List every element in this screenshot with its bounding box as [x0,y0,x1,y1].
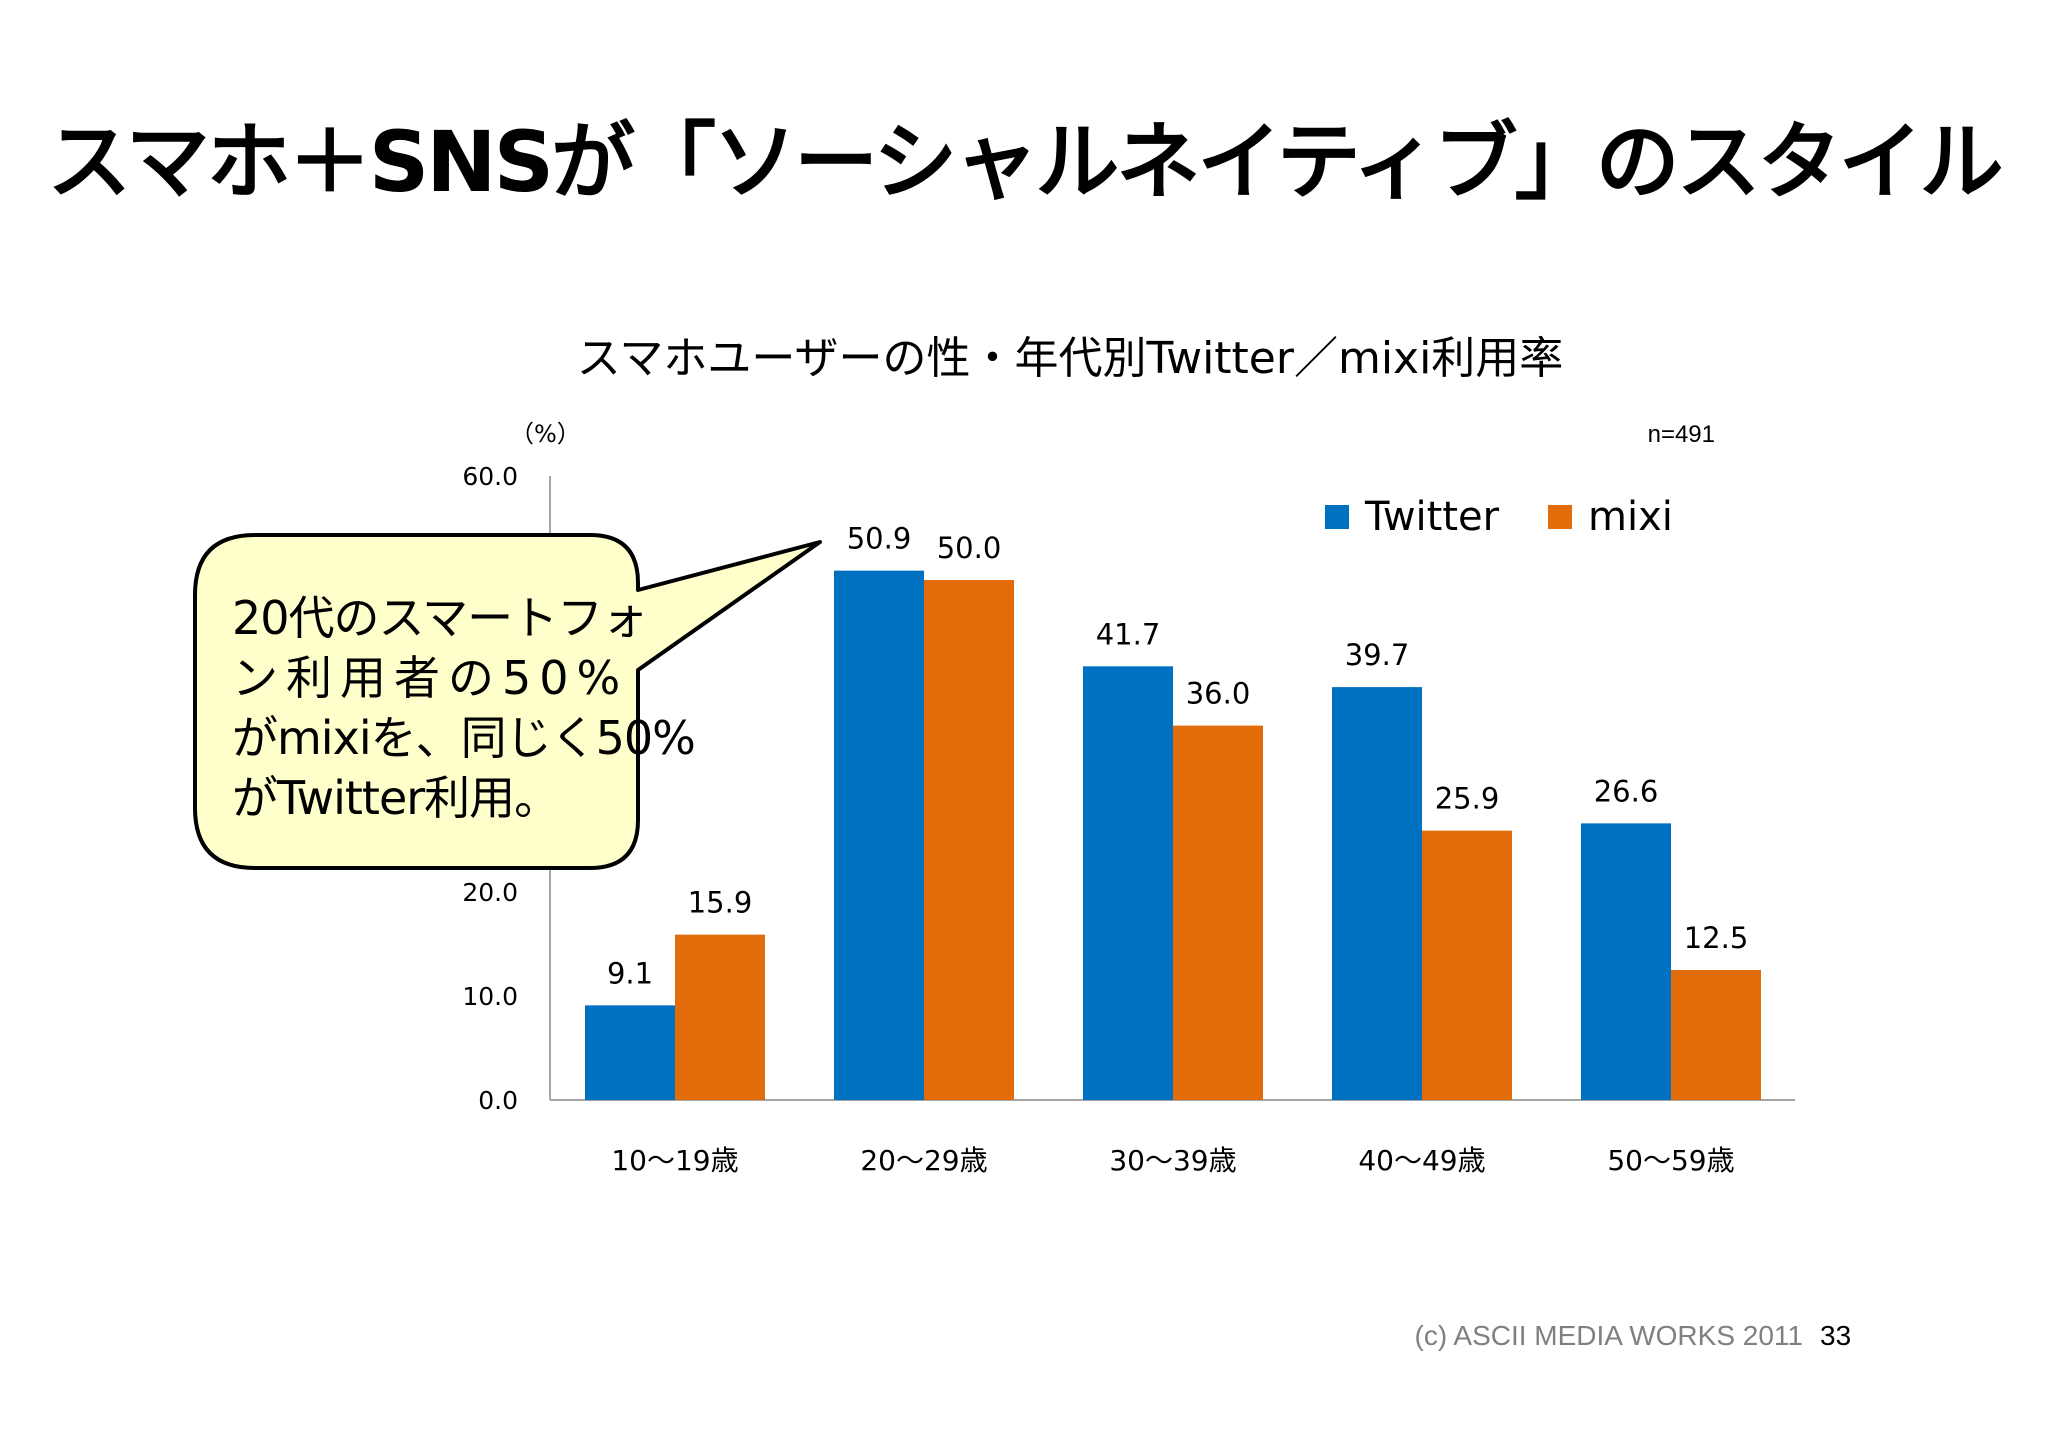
data-label: 36.0 [1186,677,1251,711]
data-label: 25.9 [1435,782,1500,816]
callout-text: 20代のスマートフォ ン利用者の50% がmixiを、同じく50% がTwitt… [232,588,696,828]
data-label: 39.7 [1345,638,1410,672]
callout-shape [193,533,822,870]
bar-twitter [1581,823,1671,1100]
x-tick-label: 20〜29歳 [860,1144,987,1177]
bar-mixi [1671,970,1761,1100]
bar-twitter [585,1005,675,1100]
y-tick-label: 10.0 [462,982,518,1011]
sample-size: n=491 [1648,421,1715,448]
legend-label: mixi [1588,494,1673,540]
chart-title: スマホユーザーの性・年代別Twitter／mixi利用率 [576,333,1564,384]
bar-mixi [924,580,1014,1100]
data-label: 50.9 [847,522,912,556]
data-label: 15.9 [688,886,753,920]
data-label: 50.0 [937,531,1002,565]
page-number: 33 [1820,1320,1852,1351]
x-tick-label: 30〜39歳 [1109,1144,1236,1177]
callout-line: ン利用者の50% [232,651,629,705]
bar-mixi [675,934,765,1100]
data-label: 12.5 [1684,921,1749,955]
x-tick-label: 50〜59歳 [1607,1144,1734,1177]
data-label: 41.7 [1096,617,1161,651]
bar-mixi [1173,725,1263,1100]
chart-legend: Twitter mixi [1325,494,1673,540]
slide-title: スマホ＋SNSが「ソーシャルネイティブ」のスタイル [47,113,2003,211]
data-label: 9.1 [607,956,653,990]
callout-line: がTwitter利用。 [232,771,560,825]
footer-copyright: (c) ASCII MEDIA WORKS 2011 [1414,1320,1803,1351]
x-tick-label: 40〜49歳 [1358,1144,1485,1177]
legend-label: Twitter [1364,494,1500,540]
data-label: 26.6 [1594,774,1659,808]
y-tick-label: 60.0 [462,462,518,491]
bar-twitter [1083,666,1173,1100]
chart-bars [585,570,1761,1100]
bar-mixi [1422,830,1512,1100]
callout-line: 20代のスマートフォ [232,591,648,645]
bar-twitter [834,570,924,1100]
chart-labels: 9.1 15.9 50.9 50.0 41.7 36.0 39.7 25.9 26.6 12.5 [607,522,1748,991]
x-tick-label: 10〜19歳 [611,1144,738,1177]
unit-label: （%） [510,420,581,448]
callout-bubble [193,533,822,870]
legend-swatch [1325,505,1349,529]
legend-swatch [1548,505,1572,529]
bar-twitter [1332,687,1422,1100]
y-tick-label: 20.0 [462,878,518,907]
y-tick-label: 0.0 [478,1086,518,1115]
callout-line: がmixiを、同じく50% [232,711,696,765]
